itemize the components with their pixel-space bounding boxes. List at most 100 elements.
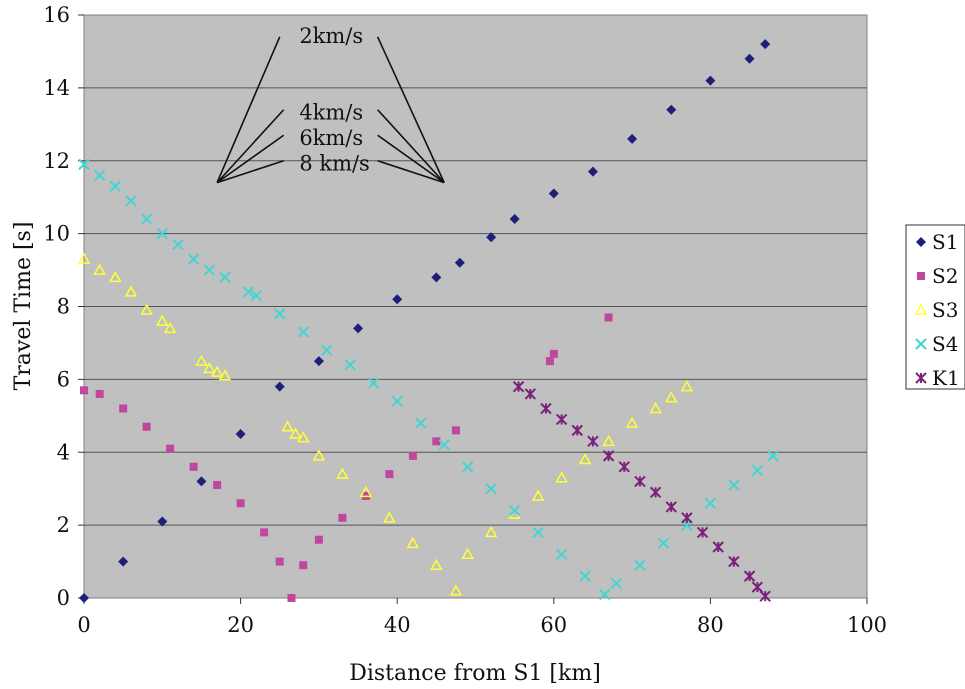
data-point [696, 526, 709, 539]
annotation-line-right [376, 36, 445, 183]
data-point [555, 548, 568, 560]
legend-marker-s2 [917, 272, 925, 280]
data-point [524, 388, 537, 400]
data-point [156, 227, 169, 240]
data-point [461, 547, 474, 560]
data-point [485, 482, 497, 495]
legend: S1 S2 S3 S4 K1 [905, 224, 965, 390]
data-point [512, 380, 525, 393]
data-point [78, 158, 90, 171]
legend-marker-s4 [915, 338, 927, 350]
data-point [236, 499, 245, 508]
data-point [618, 461, 630, 473]
data-point [728, 555, 740, 568]
data-point [196, 476, 207, 487]
legend-label: S1 [932, 230, 958, 254]
series-s2 [80, 313, 613, 602]
legend-label: K1 [932, 366, 960, 390]
data-point [704, 497, 717, 509]
data-point [414, 417, 427, 429]
x-tick-label: 100 [847, 613, 887, 637]
data-point [406, 536, 420, 549]
annotation-line-left [216, 159, 284, 184]
data-point [664, 391, 678, 403]
data-point [368, 377, 380, 389]
data-point [649, 401, 662, 414]
y-tick-label: 0 [57, 586, 70, 610]
data-point [587, 435, 599, 448]
data-point [531, 489, 545, 501]
series-s1 [79, 39, 771, 603]
data-point [751, 581, 764, 593]
annotation-label: 6km/s [299, 126, 363, 150]
data-point [313, 356, 324, 367]
data-point [124, 285, 138, 297]
data-point [119, 404, 128, 413]
data-point [203, 264, 215, 276]
data-point [449, 584, 463, 596]
legend-marker-s3 [914, 303, 928, 315]
data-point [210, 365, 224, 377]
data-point [80, 386, 88, 395]
data-point [680, 380, 694, 392]
data-point [555, 471, 568, 483]
data-point [604, 313, 613, 322]
data-point [312, 449, 326, 461]
data-point [383, 511, 396, 523]
data-point [625, 416, 639, 428]
data-point [213, 481, 222, 490]
data-point [156, 314, 169, 326]
annotation-line-right [377, 109, 445, 184]
data-point [275, 557, 284, 566]
data-point [163, 321, 177, 334]
data-point [571, 424, 583, 437]
legend-label: S4 [932, 332, 958, 356]
annotation-line-left [216, 134, 285, 184]
data-point [743, 570, 756, 582]
data-point [548, 188, 559, 199]
y-tick-label: 14 [43, 76, 70, 100]
data-point [77, 252, 91, 264]
data-point [353, 323, 364, 334]
data-point [203, 361, 216, 374]
data-point [461, 461, 474, 473]
data-point [540, 402, 552, 415]
series-s4 [78, 158, 779, 601]
data-point [634, 559, 646, 571]
data-point [289, 427, 302, 439]
data-point [172, 238, 184, 251]
data-point [391, 395, 403, 407]
data-point [665, 501, 677, 513]
data-point [484, 525, 498, 538]
data-point [649, 486, 662, 499]
data-point [657, 537, 670, 550]
data-point [602, 450, 615, 462]
data-point [486, 232, 497, 243]
annotation-line-left [216, 36, 281, 183]
data-point [118, 556, 129, 567]
data-point [235, 429, 246, 440]
data-point [598, 588, 611, 601]
data-point [579, 570, 591, 582]
data-point [359, 485, 373, 498]
data-point [287, 594, 296, 602]
y-tick-label: 8 [57, 295, 70, 319]
y-tick-label: 12 [43, 149, 70, 173]
annotation-line-right [377, 159, 445, 184]
x-tick-label: 40 [384, 613, 411, 637]
annotation-label: 8 km/s [299, 151, 370, 175]
y-tick-label: 6 [57, 367, 70, 391]
data-point [602, 434, 615, 447]
data-point [296, 431, 310, 443]
data-point [627, 133, 638, 144]
data-point [250, 289, 262, 302]
data-point [189, 462, 198, 471]
data-point [760, 39, 771, 50]
data-point [166, 444, 175, 453]
data-point [79, 593, 89, 603]
data-point [140, 303, 153, 315]
data-point [344, 359, 356, 371]
annotation-line-left [216, 109, 285, 184]
data-point [242, 286, 255, 298]
